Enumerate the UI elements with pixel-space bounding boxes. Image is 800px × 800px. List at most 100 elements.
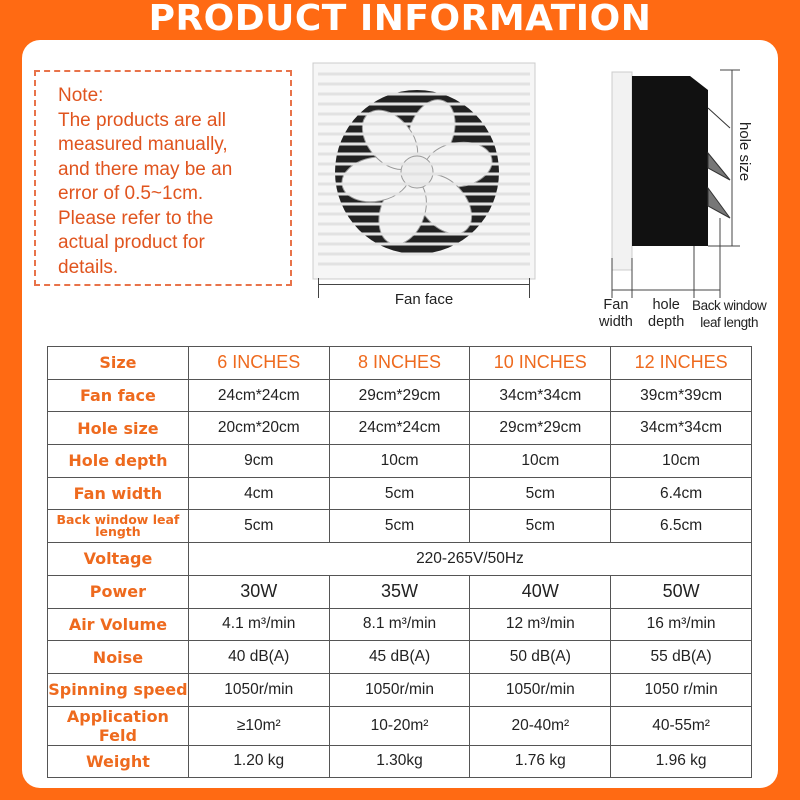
table-cell: 50 dB(A) [469,640,612,674]
fan-width-label: Fan width [599,297,633,331]
note-box: Note: The products are all measured manu… [34,70,292,286]
fan-face-dimension [318,278,530,298]
table-cell: 6.4cm [610,476,752,511]
table-cell: 35W [328,574,471,609]
table-row: Fan face 24cm*24cm 29cm*29cm 34cm*34cm 39cm*… [47,378,752,413]
back-window-label: Back window leaf length [692,297,767,331]
header-cell: 8 INCHES [328,346,471,380]
table-header-row: Size 6 INCHES 8 INCHES 10 INCHES 12 INCHES [47,346,752,380]
table-cell: 10cm [469,444,612,478]
row-label: Hole size [47,411,189,446]
table-cell: 10-20m² [328,705,471,746]
note-line: details. [58,256,119,278]
table-cell: 5cm [328,476,471,511]
table-cell: 20-40m² [469,705,612,746]
row-label: Fan face [47,378,189,413]
table-cell: 55 dB(A) [610,640,752,674]
header-cell: 10 INCHES [469,346,612,380]
label-line: hole [652,297,680,313]
note-line: measured manually, [58,134,228,155]
table-row: Hole depth 9cm 10cm 10cm 10cm [47,444,752,478]
table-cell: 29cm*29cm [328,378,471,413]
table-cell: 45 dB(A) [328,640,471,674]
table-row: Power 30W 35W 40W 50W [47,574,752,609]
row-label: Hole depth [47,444,189,478]
table-cell: 40-55m² [610,705,752,746]
page-title: PRODUCT INFORMATION [148,0,652,39]
row-label: Power [47,574,189,609]
table-cell: 4cm [187,476,330,511]
label-line: Back window [692,298,767,313]
table-row: Air Volume 4.1 m³/min 8.1 m³/min 12 m³/min 1… [47,607,752,642]
table-row: Voltage 220-265V/50Hz [47,542,753,576]
table-cell: 8.1 m³/min [328,607,471,642]
hole-size-label: hole size [736,122,753,182]
table-row: Weight 1.20 kg 1.30kg 1.76 kg 1.96 kg [47,744,752,779]
table-cell: 4.1 m³/min [187,607,330,642]
table-row: Application Feld ≥10m² 10-20m² 20-40m² 40-55… [47,705,752,746]
table-cell: 34cm*34cm [469,378,612,413]
table-row: Noise 40 dB(A) 45 dB(A) 50 dB(A) 55 dB(A) [47,640,752,674]
table-cell: 29cm*29cm [469,411,612,446]
table-cell: 20cm*20cm [187,411,330,446]
table-cell: 10cm [328,444,471,478]
table-cell: 10cm [610,444,752,478]
table-cell: 16 m³/min [610,607,752,642]
table-cell: 24cm*24cm [328,411,471,446]
table-cell: 220-265V/50Hz [187,542,753,576]
table-cell: 1.76 kg [469,744,612,779]
table-cell: 6.5cm [610,509,752,544]
row-label: Weight [47,744,189,779]
header-cell: 12 INCHES [610,346,752,380]
note-line: Note: [58,85,104,106]
row-label: Noise [47,640,189,674]
label-line: Fan [603,297,629,313]
table-cell: 1050r/min [187,672,330,707]
header-cell: 6 INCHES [187,346,330,380]
fan-face-image [312,62,536,280]
label-line: leaf length [700,315,759,330]
table-cell: 9cm [187,444,330,478]
header-label: Size [47,346,189,380]
table-cell: ≥10m² [187,705,330,746]
table-cell: 40 dB(A) [187,640,330,674]
note-line: Please refer to the [58,207,214,229]
spec-table: Size 6 INCHES 8 INCHES 10 INCHES 12 INCHES Fa… [47,346,753,779]
row-label: Spinning speed [47,672,189,707]
row-label: Fan width [47,476,189,511]
table-cell: 1050 r/min [610,672,752,707]
label-line: width [599,314,633,330]
table-cell: 39cm*39cm [610,378,752,413]
row-label: Application Feld [47,705,189,746]
table-cell: 1050r/min [469,672,612,707]
label-line: depth [648,314,685,330]
note-line: error of 0.5~1cm. [58,183,204,204]
table-cell: 1.96 kg [610,744,752,779]
table-cell: 12 m³/min [469,607,612,642]
table-cell: 5cm [469,509,612,544]
note-line: and there may be an [58,158,233,180]
note-line: actual product for [58,232,205,253]
table-cell: 5cm [328,509,471,544]
table-row: Hole size 20cm*20cm 24cm*24cm 29cm*29cm 34cm… [47,411,752,446]
table-cell: 30W [187,574,330,609]
row-label: Voltage [47,542,189,576]
hole-depth-label: hole depth [648,297,684,331]
table-cell: 1.20 kg [187,744,330,779]
table-cell: 1.30kg [328,744,471,779]
table-cell: 1050r/min [328,672,471,707]
row-label: Air Volume [47,607,189,642]
table-cell: 5cm [469,476,612,511]
table-cell: 34cm*34cm [610,411,752,446]
table-cell: 40W [469,574,612,609]
fan-side-image [611,69,740,298]
table-cell: 24cm*24cm [187,378,330,413]
note-line: The products are all [58,109,226,131]
table-row: Spinning speed 1050r/min 1050r/min 1050r/mi… [47,672,752,707]
table-row: Back window leaf length 5cm 5cm 5cm 6.5cm [47,509,752,544]
table-cell: 50W [610,574,752,609]
row-label: Back window leaf length [47,509,189,544]
table-cell: 5cm [187,509,330,544]
table-row: Fan width 4cm 5cm 5cm 6.4cm [47,476,752,511]
fan-face-label: Fan face [394,291,454,308]
